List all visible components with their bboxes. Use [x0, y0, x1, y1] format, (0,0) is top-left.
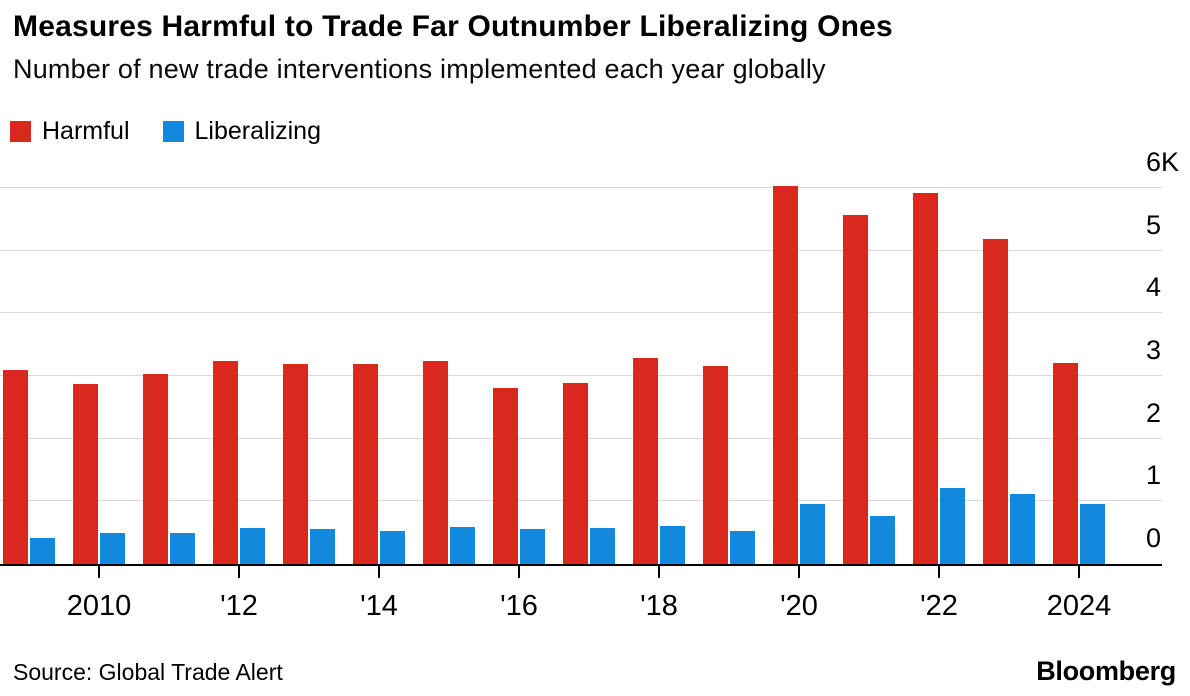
bar-group-2020	[773, 185, 825, 564]
x-axis-tick-label: '18	[640, 590, 678, 622]
x-axis-tick-label: '20	[780, 590, 818, 622]
harmful-bar-2009	[3, 369, 28, 564]
harmful-bar-2017	[563, 382, 588, 564]
y-axis-tick-label: 4	[1146, 272, 1162, 303]
liberalizing-bar-2010	[100, 533, 125, 564]
harmful-bar-2015	[423, 361, 448, 564]
y-axis-tick-label: 6K	[1146, 146, 1180, 177]
chart-header: Measures Harmful to Trade Far Outnumber …	[13, 10, 1178, 85]
x-axis-tick	[518, 566, 520, 578]
legend-label-harmful: Harmful	[42, 117, 130, 145]
bars-container	[3, 185, 1105, 564]
y-axis-tick-label: 0	[1146, 523, 1162, 553]
x-axis: 2010 '12 '14 '16 '18 '20 '22 2024	[0, 566, 1190, 636]
liberalizing-bar-2018	[660, 526, 685, 564]
liberalizing-bar-2021	[870, 516, 895, 564]
liberalizing-bar-2014	[380, 531, 405, 564]
bar-group-2010	[73, 384, 125, 564]
bar-group-2014	[353, 364, 405, 564]
harmful-bar-2010	[73, 384, 98, 564]
liberalizing-bar-2020	[800, 504, 825, 564]
liberalizing-bar-2017	[590, 528, 615, 564]
bar-group-2024	[1053, 362, 1105, 564]
gridline	[0, 374, 1162, 376]
harmful-bar-2023	[983, 238, 1008, 564]
liberalizing-bar-2019	[730, 531, 755, 564]
legend-item-liberalizing: Liberalizing	[162, 117, 321, 146]
liberalizing-bar-2022	[940, 487, 965, 564]
bar-group-2015	[423, 361, 475, 564]
x-axis-tick	[798, 566, 800, 578]
x-axis-baseline	[0, 564, 1162, 566]
liberalizing-bar-2012	[240, 528, 265, 564]
bar-group-2021	[843, 215, 895, 564]
bar-group-2016	[493, 387, 545, 564]
x-axis-tick	[658, 566, 660, 578]
y-axis-tick-label: 2	[1146, 397, 1162, 428]
harmful-bar-2014	[353, 364, 378, 564]
liberalizing-bar-2009	[30, 537, 55, 564]
bar-group-2022	[913, 192, 965, 564]
gridline	[0, 186, 1162, 188]
bar-group-2017	[563, 382, 615, 564]
harmful-bar-2022	[913, 192, 938, 564]
source-text: Source: Global Trade Alert	[13, 659, 283, 685]
liberalizing-swatch-icon	[162, 121, 184, 142]
y-axis-tick-label: 3	[1146, 334, 1162, 365]
harmful-bar-2019	[703, 365, 728, 564]
harmful-swatch-icon	[10, 121, 31, 142]
bar-group-2009	[3, 369, 55, 564]
harmful-bar-2012	[213, 361, 238, 564]
liberalizing-bar-2011	[170, 532, 195, 564]
bar-group-2023	[983, 238, 1035, 564]
liberalizing-bar-2013	[310, 528, 335, 564]
legend: Harmful Liberalizing	[10, 117, 321, 146]
harmful-bar-2011	[143, 374, 168, 564]
liberalizing-bar-2015	[450, 527, 475, 564]
legend-item-harmful: Harmful	[10, 117, 130, 146]
harmful-bar-2016	[493, 387, 518, 564]
harmful-bar-2020	[773, 185, 798, 564]
harmful-bar-2021	[843, 215, 868, 564]
harmful-bar-2018	[633, 357, 658, 564]
x-axis-tick	[378, 566, 380, 578]
x-axis-tick	[238, 566, 240, 578]
y-axis-tick-label: 5	[1146, 209, 1162, 240]
gridline	[0, 312, 1162, 314]
y-axis-tick-label: 1	[1146, 460, 1162, 491]
bloomberg-logo: Bloomberg	[1036, 656, 1176, 686]
liberalizing-bar-2023	[1010, 493, 1035, 564]
bar-group-2011	[143, 374, 195, 564]
gridline	[0, 249, 1162, 251]
chart-title: Measures Harmful to Trade Far Outnumber …	[13, 10, 893, 43]
bar-group-2018	[633, 357, 685, 564]
liberalizing-bar-2024	[1080, 504, 1105, 564]
x-axis-tick-label: 2024	[1046, 590, 1112, 622]
bar-group-2019	[703, 365, 755, 564]
bar-group-2013	[283, 364, 335, 564]
harmful-bar-2024	[1053, 362, 1078, 564]
legend-label-liberalizing: Liberalizing	[194, 117, 321, 145]
x-axis-tick-label: 2010	[66, 590, 132, 622]
footer: Source: Global Trade Alert Bloomberg	[13, 656, 1176, 687]
chart-subtitle: Number of new trade interventions implem…	[13, 53, 826, 84]
liberalizing-bar-2016	[520, 528, 545, 564]
x-axis-tick-label: '12	[220, 590, 258, 622]
x-axis-tick	[938, 566, 940, 578]
plot-area: 0 1 2 3 4 5 6K	[0, 146, 1190, 566]
harmful-bar-2013	[283, 364, 308, 564]
x-axis-tick	[98, 566, 100, 578]
bar-group-2012	[213, 361, 265, 564]
x-axis-tick-label: '14	[360, 590, 398, 622]
x-axis-tick-label: '22	[920, 590, 958, 622]
x-axis-tick-label: '16	[500, 590, 538, 622]
x-axis-tick	[1078, 566, 1080, 578]
